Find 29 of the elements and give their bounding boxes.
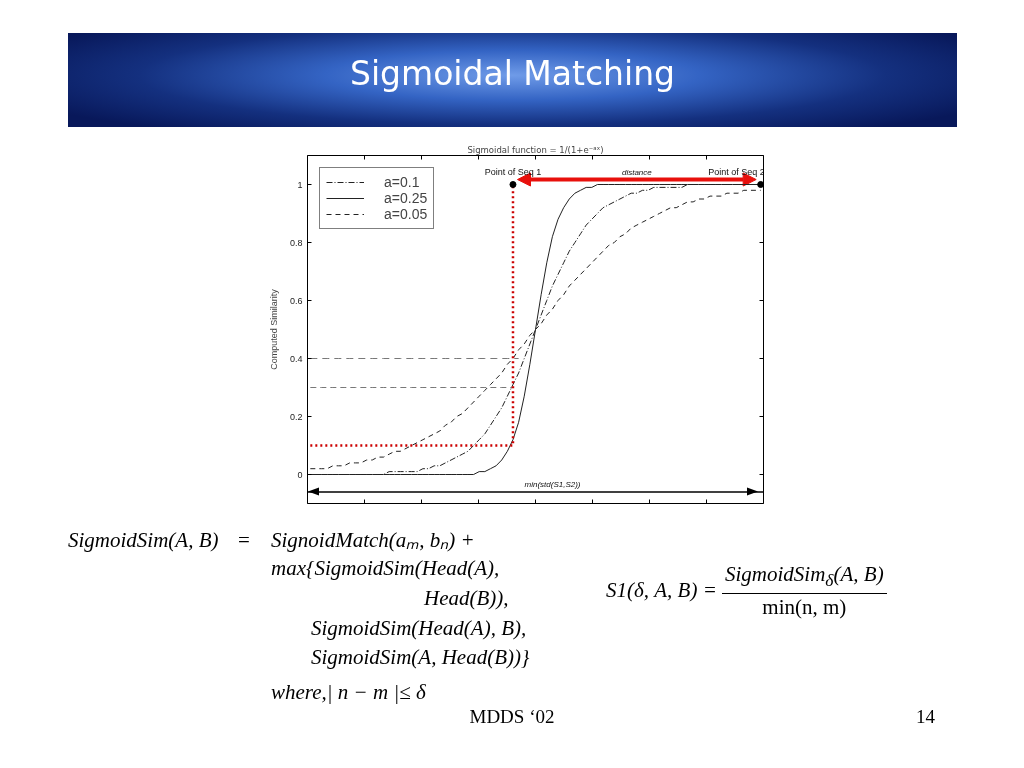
text: = (238, 528, 250, 552)
text: max{SigmoidSim(Head(A), (271, 556, 500, 580)
text: min(n, m) (761, 594, 848, 620)
y-axis-title: Computed Similarity (268, 288, 279, 370)
text: where,| n − m |≤ δ (271, 680, 426, 704)
y-tick-label: 1 (297, 179, 303, 190)
y-tick-label: 0.6 (289, 295, 303, 306)
legend-label: a=0.25 (384, 190, 428, 206)
y-tick-label: 0.8 (289, 237, 303, 248)
data-label: Point of Seq 1 (484, 166, 542, 177)
text: MDDS ‘02 (469, 706, 555, 727)
data-label: Point of Seq 2 (708, 166, 765, 177)
text: S1(δ, A, B) = (606, 578, 717, 602)
chart-title: Sigmoidal Matching (348, 54, 677, 94)
chart-subtitle: Sigmoidal function = 1/(1+e⁻ᵃˣ) (467, 144, 604, 155)
text: 14 (916, 705, 935, 729)
y-tick-label: 0.2 (289, 411, 303, 422)
text: SigmoidSim$_{δ}$(A, B) (722, 562, 887, 595)
y-tick-label: 0 (297, 469, 303, 480)
text: SignoidMatch(aₘ, bₙ) + (271, 528, 475, 552)
text: SigmoidSim(A, B) (68, 528, 219, 552)
ref-line-label: min(std(S1,S2)) (524, 479, 581, 489)
text: SigmoidSim(A, Head(B))} (311, 645, 530, 669)
annotation: distance (621, 167, 653, 177)
legend-label: a=0.1 (384, 174, 420, 190)
legend-label: a=0.05 (384, 206, 428, 222)
text: Head(B)), (424, 586, 509, 610)
text: SigmoidSim(Head(A), B), (311, 616, 527, 640)
y-tick-label: 0.4 (289, 353, 303, 364)
